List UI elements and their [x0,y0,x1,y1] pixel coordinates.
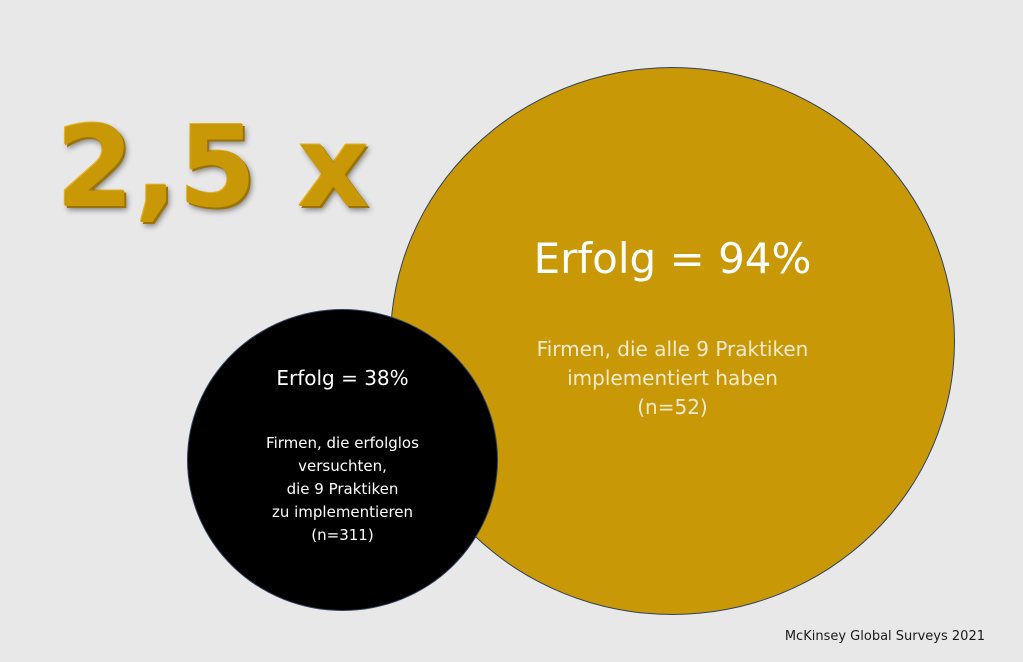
failure-desc-line: versuchten, [298,457,387,475]
success-desc-line: Firmen, die alle 9 Praktiken [536,337,809,361]
headline-multiplier: 2,5 x [56,103,371,233]
success-desc-line: (n=52) [637,395,708,419]
success-circle-description: Firmen, die alle 9 Praktiken implementie… [391,335,954,422]
success-circle-heading: Erfolg = 94% [533,234,812,283]
source-caption: McKinsey Global Surveys 2021 [784,629,985,644]
failure-desc-line: (n=311) [311,526,374,544]
success-circle: Erfolg = 94% Firmen, die alle 9 Praktike… [390,67,955,615]
failure-circle-description: Firmen, die erfolglos versuchten, die 9 … [188,432,497,547]
failure-circle-heading: Erfolg = 38% [276,366,409,390]
failure-desc-line: Firmen, die erfolglos [266,434,419,452]
success-desc-line: implementiert haben [567,366,778,390]
failure-desc-line: zu implementieren [271,503,414,521]
failure-desc-line: die 9 Praktiken [286,480,399,498]
failure-circle: Erfolg = 38% Firmen, die erfolglos versu… [187,309,498,611]
